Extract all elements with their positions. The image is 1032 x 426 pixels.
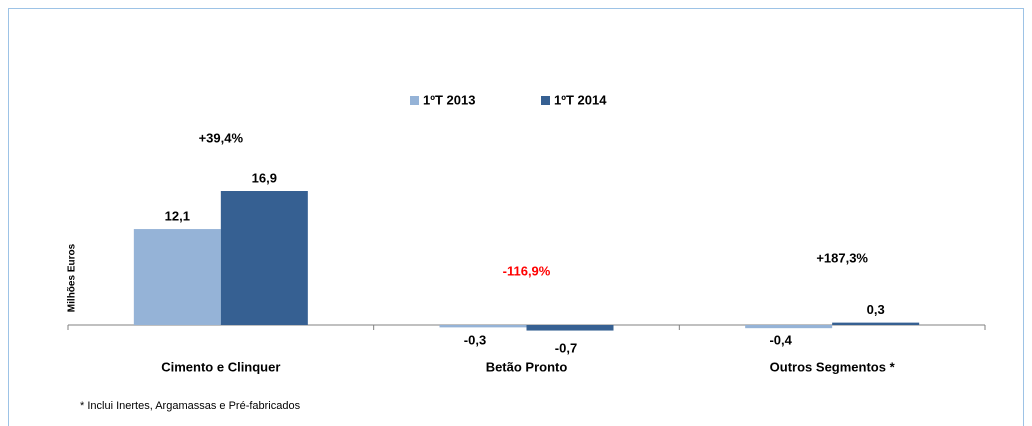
bar [832, 322, 920, 325]
x-tick-label: Outros Segmentos * [770, 359, 896, 374]
value-label: -0,3 [464, 332, 486, 347]
legend-label: 1ºT 2014 [554, 92, 607, 107]
x-tick-label: Cimento e Clinquer [161, 359, 280, 374]
x-tick-label: Betão Pronto [486, 359, 568, 374]
value-label: -0,4 [769, 332, 792, 347]
value-label: 0,3 [867, 302, 885, 317]
footnote: * Inclui Inertes, Argamassas e Pré-fabri… [80, 400, 301, 412]
bar [745, 325, 833, 329]
legend-swatch [410, 96, 419, 105]
bar [220, 191, 308, 325]
legend-label: 1ºT 2013 [423, 92, 475, 107]
bar [526, 325, 614, 331]
bar [133, 229, 221, 325]
annotation: +39,4% [199, 130, 244, 145]
annotation: +187,3% [816, 250, 868, 265]
legend-swatch [541, 96, 550, 105]
annotation: -116,9% [503, 263, 551, 278]
value-label: -0,7 [555, 340, 577, 355]
value-label: 12,1 [165, 208, 190, 223]
bar [439, 325, 527, 328]
y-axis-label: Milhões Euros [67, 243, 78, 312]
value-label: 16,9 [252, 170, 277, 185]
frame [8, 8, 1024, 426]
